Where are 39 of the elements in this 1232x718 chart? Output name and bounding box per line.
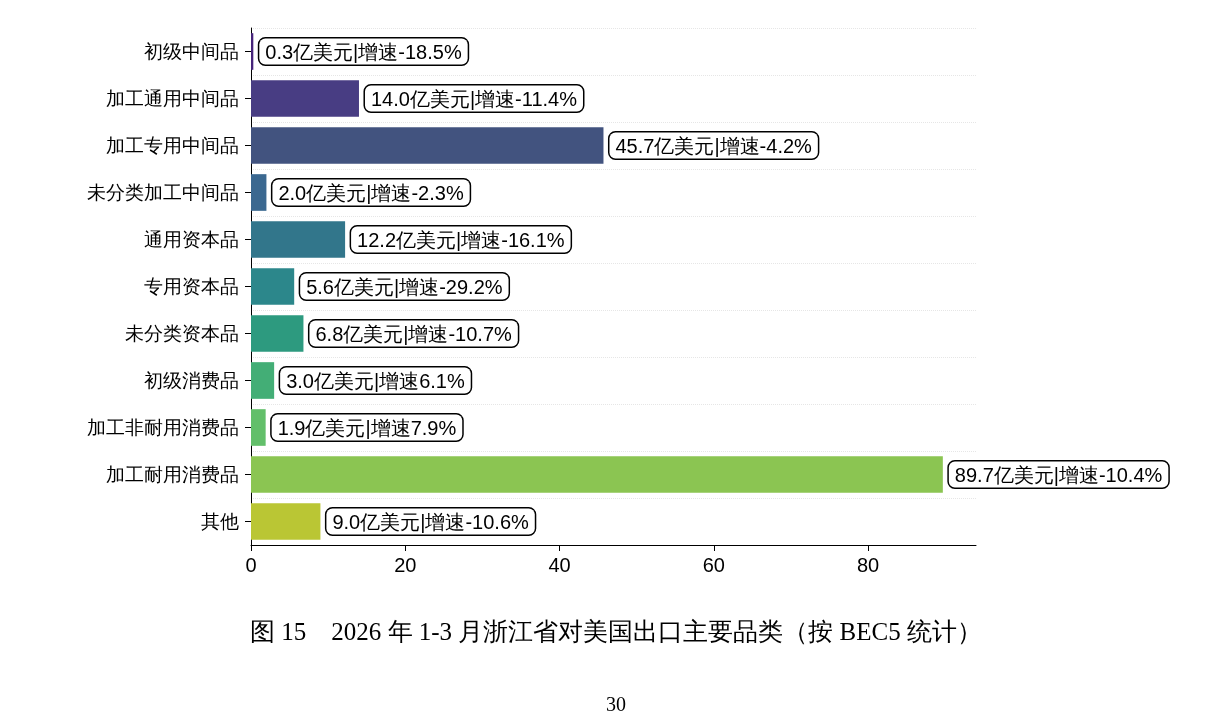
bar [251, 362, 275, 399]
data-label: 6.8亿美元|增速-10.7% [315, 322, 513, 345]
x-tick-label: 20 [394, 554, 417, 576]
bar [251, 268, 295, 305]
y-tick-label: 加工通用中间品 [106, 88, 239, 109]
data-label: 45.7亿美元|增速-4.2% [615, 134, 813, 157]
data-label: 3.0亿美元|增速6.1% [286, 369, 465, 392]
data-label: 0.3亿美元|增速-18.5% [265, 40, 462, 63]
bar [251, 503, 321, 540]
x-tick-label: 40 [548, 554, 571, 576]
bar [251, 456, 943, 493]
y-tick-label: 专用资本品 [144, 276, 239, 297]
x-tick-label: 0 [245, 554, 257, 576]
y-tick-label: 其他 [201, 511, 239, 532]
data-label: 1.9亿美元|增速7.9% [277, 416, 457, 439]
y-tick-label: 未分类加工中间品 [87, 182, 239, 203]
data-label: 9.0亿美元|增速-10.6% [332, 510, 529, 533]
y-tick-label: 加工非耐用消费品 [87, 417, 239, 438]
bar [251, 409, 266, 446]
bar [251, 221, 346, 258]
y-tick-label: 初级消费品 [144, 370, 239, 391]
text: 30 [606, 693, 626, 715]
y-tick-label: 加工耐用消费品 [106, 464, 239, 485]
y-tick-label: 通用资本品 [144, 229, 239, 250]
data-label: 89.7亿美元|增速-10.4% [954, 463, 1163, 486]
data-label: 12.2亿美元|增速-16.1% [357, 228, 565, 251]
y-tick-label: 未分类资本品 [125, 323, 239, 344]
bar [251, 80, 359, 117]
x-tick-label: 80 [856, 554, 880, 576]
bar [251, 127, 604, 164]
data-label: 14.0亿美元|增速-11.4% [370, 87, 578, 110]
text: 图 15 2026 年 1-3 月浙江省对美国出口主要品类（按 BEC5 统计） [250, 618, 982, 645]
y-tick-label: 加工专用中间品 [106, 135, 239, 156]
bar [251, 174, 267, 211]
x-tick-label: 60 [702, 554, 725, 576]
bar [251, 315, 304, 352]
data-label: 5.6亿美元|增速-29.2% [306, 275, 503, 298]
data-label: 2.0亿美元|增速-2.3% [278, 181, 464, 204]
y-tick-label: 初级中间品 [144, 41, 239, 62]
